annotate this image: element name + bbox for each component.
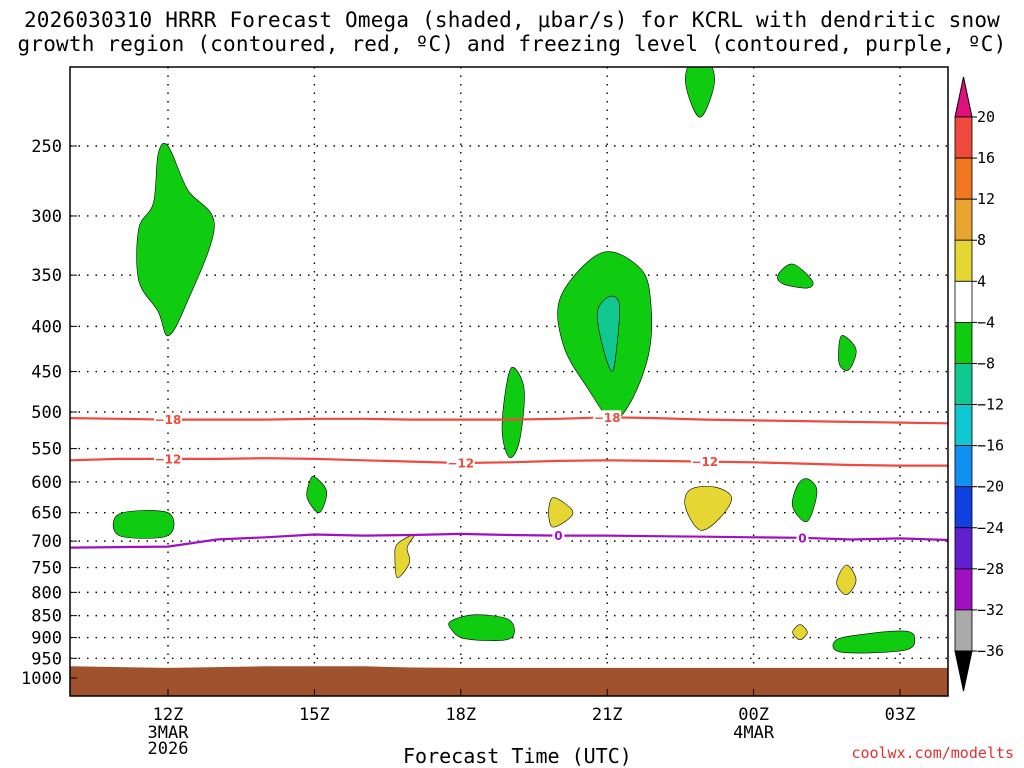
colorbar-bottom-arrow [954, 650, 973, 692]
credit-link[interactable]: coolwx.com/modelts [851, 744, 1014, 762]
chart-title: 2026030310 HRRR Forecast Omega (shaded, … [17, 8, 1007, 56]
colorbar-label-0: 20 [977, 108, 995, 126]
colorbar-label-6: −8 [977, 354, 995, 372]
contour-label--12: −12 [691, 455, 718, 469]
contour-label-bg [690, 454, 719, 469]
omega-region-8 [777, 263, 814, 289]
colorbar-band-8 [954, 445, 973, 488]
colorbar-label-4: 4 [977, 272, 986, 290]
x-tick-sublabel-3MAR: 3MAR [148, 723, 190, 743]
contour-label-bg [552, 528, 565, 543]
y-tick-label-900: 900 [31, 629, 62, 649]
omega-region-12 [394, 534, 415, 578]
omega-region-13 [548, 497, 574, 528]
contour-label--12: −12 [447, 456, 474, 470]
y-tick-label-950: 950 [31, 649, 62, 669]
colorbar-label-8: −16 [977, 437, 1004, 455]
omega-region-1 [112, 510, 175, 539]
omega-region-2 [306, 476, 327, 514]
colorbar-label-2: 12 [977, 190, 995, 208]
colorbar-band-6 [954, 363, 973, 405]
y-tick-label-250: 250 [31, 137, 62, 157]
x-tick-label-18Z: 18Z [445, 705, 476, 725]
contour-lines: −18 −18 −12 −12 −12 0 0 [70, 410, 948, 549]
x-tick-label-12Z: 12Z [153, 705, 184, 725]
omega-region-3 [448, 614, 515, 641]
omega-region-15 [836, 564, 857, 596]
terrain-fill [70, 666, 948, 696]
omega-region-16 [792, 624, 808, 641]
colorbar-top-arrow [954, 76, 973, 118]
contour-label-bg [446, 455, 475, 470]
colorbar-band-10 [954, 527, 973, 570]
colorbar-band-5 [954, 321, 973, 364]
contour-label-bg [796, 530, 809, 545]
colorbar-band-0 [954, 116, 973, 159]
colorbar-label-3: 8 [977, 231, 986, 249]
omega-region-9 [838, 335, 857, 371]
omega-region-11 [832, 630, 916, 654]
colorbar-band-7 [954, 404, 973, 447]
colorbar-band-12 [954, 609, 973, 652]
y-tick-label-550: 550 [31, 440, 62, 460]
y-tick-label-800: 800 [31, 583, 62, 603]
colorbar-label-7: −12 [977, 396, 1004, 414]
omega-shading [112, 67, 916, 654]
x-tick-sublabel-4MAR: 4MAR [733, 723, 775, 743]
contour-label-bg [154, 451, 182, 466]
colorbar-label-10: −24 [977, 519, 1004, 537]
x-tick-label-15Z: 15Z [299, 705, 330, 725]
y-tick-label-650: 650 [31, 504, 62, 524]
contour-label-bg [593, 410, 622, 425]
y-tick-label-850: 850 [31, 607, 62, 627]
omega-region-4 [501, 366, 525, 458]
colorbar-label-13: −36 [977, 642, 1004, 660]
colorbar-band-4 [954, 280, 973, 323]
plot-frame [69, 66, 949, 697]
y-axis: 2503003504004505005506006507007508008509… [21, 137, 77, 689]
x-tick-sublabel-2026: 2026 [148, 739, 189, 759]
contour-label-0: 0 [798, 531, 806, 545]
colorbar-label-9: −20 [977, 478, 1004, 496]
contour-dgz--12 [70, 457, 948, 467]
colorbar-label-1: 16 [977, 149, 995, 167]
omega-region-7 [684, 67, 715, 118]
colorbar-label-11: −28 [977, 560, 1004, 578]
terrain-layer [70, 666, 948, 696]
y-tick-label-500: 500 [31, 403, 62, 423]
colorbar-band-1 [954, 157, 973, 200]
y-tick-label-750: 750 [31, 559, 62, 579]
y-tick-label-600: 600 [31, 473, 62, 493]
omega-region-6 [596, 295, 620, 372]
contour-label-bg [154, 412, 182, 427]
y-tick-label-400: 400 [31, 317, 62, 337]
colorbar: 20 16 12 8 4 −4 −8 −12 −16 −20 −24 −28 −32 −36 [954, 76, 1004, 692]
omega-region-10 [791, 478, 818, 523]
colorbar-label-12: −32 [977, 601, 1004, 619]
contour-label--12: −12 [155, 452, 182, 466]
y-tick-label-1000: 1000 [21, 669, 62, 689]
x-tick-label-00Z: 00Z [738, 705, 769, 725]
colorbar-label-5: −4 [977, 313, 995, 331]
y-tick-label-350: 350 [31, 266, 62, 286]
colorbar-band-3 [954, 239, 973, 282]
contour-label-0: 0 [554, 529, 562, 543]
contour-dgz--18 [70, 416, 948, 425]
x-axis-title: Forecast Time (UTC) [403, 744, 632, 768]
y-tick-label-300: 300 [31, 207, 62, 227]
contour-label--18: −18 [594, 411, 621, 425]
y-tick-label-700: 700 [31, 532, 62, 552]
colorbar-band-11 [954, 568, 973, 611]
y-tick-label-450: 450 [31, 363, 62, 383]
colorbar-band-2 [954, 198, 973, 241]
x-tick-label-03Z: 03Z [885, 705, 916, 725]
x-tick-label-21Z: 21Z [592, 705, 623, 725]
omega-region-14 [684, 486, 732, 531]
colorbar-band-9 [954, 486, 973, 529]
contour-label--18: −18 [155, 413, 182, 427]
omega-region-0 [136, 142, 215, 337]
